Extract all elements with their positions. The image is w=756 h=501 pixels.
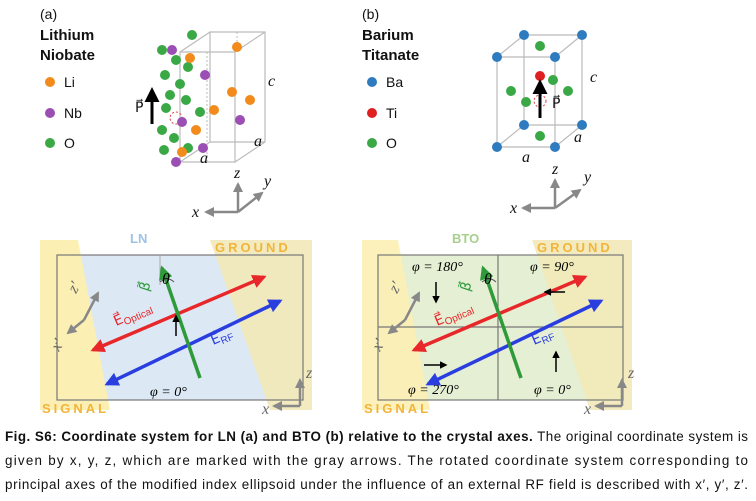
axis-label: z bbox=[305, 365, 313, 382]
axis-label: c bbox=[268, 73, 275, 90]
axis-label: c bbox=[590, 69, 597, 86]
text-part: RF bbox=[540, 332, 557, 347]
legend-label: O bbox=[64, 135, 75, 151]
phi-label: φ = 90° bbox=[530, 260, 574, 275]
polarization-label: P⃗ bbox=[552, 94, 560, 111]
panel-a: (a) Lithium Niobate Li Nb O P⃗ c a a z bbox=[40, 6, 275, 221]
panel-b: (b) Barium Titanate Ba Ti O P⃗ c a a z y… bbox=[362, 6, 597, 217]
axis-label: x bbox=[191, 204, 199, 221]
axis-label: a bbox=[254, 133, 262, 150]
legend-dot bbox=[45, 108, 55, 118]
legend-label: Ti bbox=[386, 105, 397, 121]
legend-dot bbox=[367, 138, 377, 148]
title-line: Barium bbox=[362, 27, 414, 44]
signal-label: SIGNAL bbox=[364, 401, 431, 416]
caption: Fig. S6: Coordinate system for LN (a) an… bbox=[5, 429, 748, 492]
axis-label: y bbox=[262, 173, 272, 190]
phi-label: φ = 0° bbox=[150, 385, 187, 400]
theta-label: θ bbox=[484, 271, 492, 288]
text-part: Fig. S6: Coordinate system for LN (a) an… bbox=[5, 429, 533, 444]
caption-line: Fig. S6: Coordinate system for LN (a) an… bbox=[5, 429, 748, 444]
crystal: P⃗ c a a bbox=[492, 30, 597, 166]
crystal: P⃗ c a a bbox=[135, 30, 275, 167]
axis-label: a bbox=[200, 150, 208, 167]
legend-label: O bbox=[386, 135, 397, 151]
axis-label: a bbox=[522, 149, 530, 166]
axis-label: z bbox=[627, 365, 635, 382]
axis-label: z bbox=[551, 161, 559, 178]
legend-dot bbox=[45, 77, 55, 87]
axis-label: z bbox=[233, 165, 241, 182]
panel-label: (b) bbox=[362, 6, 379, 22]
diagram-title: LN bbox=[130, 231, 147, 246]
legend-dot bbox=[367, 77, 377, 87]
legend-label: Nb bbox=[64, 105, 82, 121]
text-part: The original coordinate system is bbox=[533, 429, 748, 444]
legend-label: Ba bbox=[386, 74, 403, 90]
phi-label: φ = 180° bbox=[412, 260, 463, 275]
diagram-bto: BTO GROUND SIGNAL β⃗ θ E⃗Optical E⃗RF φ … bbox=[362, 231, 635, 418]
title-line: Niobate bbox=[40, 47, 95, 64]
axes: z y x bbox=[191, 165, 272, 221]
axis-label: a bbox=[574, 129, 582, 146]
panel-label: (a) bbox=[40, 6, 57, 22]
axes: z y x bbox=[509, 161, 592, 217]
diagram-ln: LN GROUND SIGNAL β⃗ θ E⃗Optical E⃗RF φ =… bbox=[40, 231, 313, 418]
title-line: Titanate bbox=[362, 47, 419, 64]
theta-label: θ bbox=[162, 271, 170, 288]
text-part: RF bbox=[219, 332, 236, 347]
caption-line: given by x, y, z, which are marked with … bbox=[5, 453, 748, 468]
phi-label: φ = 0° bbox=[534, 383, 571, 398]
axis-label: x bbox=[583, 401, 591, 418]
ground-label: GROUND bbox=[215, 240, 291, 255]
axis-label: x bbox=[509, 200, 517, 217]
axis-label: x bbox=[261, 401, 269, 418]
phi-label: φ = 270° bbox=[408, 383, 459, 398]
signal-label: SIGNAL bbox=[42, 401, 109, 416]
ground-label: GROUND bbox=[537, 240, 613, 255]
diagram-title: BTO bbox=[452, 231, 479, 246]
axis-label: y bbox=[582, 169, 592, 186]
legend-dot bbox=[367, 108, 377, 118]
title-line: Lithium bbox=[40, 27, 94, 44]
caption-line: principal axes of the modified index ell… bbox=[5, 477, 748, 492]
legend-dot bbox=[45, 138, 55, 148]
legend-label: Li bbox=[64, 74, 75, 90]
polarization-label: P⃗ bbox=[135, 98, 143, 115]
